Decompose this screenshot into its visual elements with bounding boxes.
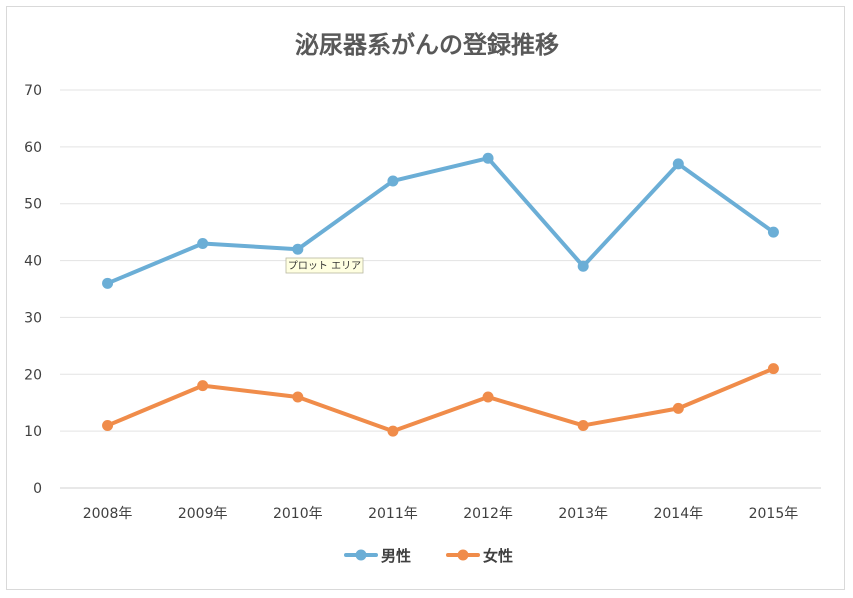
data-point[interactable] bbox=[292, 391, 304, 403]
series-2 bbox=[102, 363, 779, 437]
data-point[interactable] bbox=[672, 402, 684, 414]
legend-swatch-marker bbox=[355, 549, 367, 561]
data-point[interactable] bbox=[577, 260, 589, 272]
data-point[interactable] bbox=[672, 158, 684, 170]
gridlines bbox=[60, 89, 821, 489]
chart-title: 泌尿器系がんの登録推移 bbox=[295, 31, 559, 59]
chart-frame bbox=[6, 6, 845, 590]
x-tick-label: 2014年 bbox=[653, 506, 703, 522]
y-tick-label: 70 bbox=[24, 83, 42, 99]
legend-item[interactable]: 男性 bbox=[344, 547, 411, 565]
plot-area-tooltip: プロット エリア bbox=[285, 257, 364, 274]
legend-label: 女性 bbox=[483, 547, 513, 565]
series-line bbox=[105, 156, 776, 286]
data-point[interactable] bbox=[577, 419, 589, 431]
data-point[interactable] bbox=[482, 391, 494, 403]
x-tick-label: 2011年 bbox=[368, 506, 418, 522]
y-axis-ticks: 0 10 20 30 40 50 60 70 bbox=[24, 83, 42, 497]
x-tick-label: 2015年 bbox=[749, 506, 799, 522]
y-tick-label: 30 bbox=[24, 310, 42, 326]
data-point[interactable] bbox=[387, 425, 399, 437]
data-point[interactable] bbox=[197, 380, 209, 392]
data-point[interactable] bbox=[197, 238, 209, 250]
data-point[interactable] bbox=[767, 226, 779, 238]
data-point[interactable] bbox=[767, 363, 779, 375]
y-tick-label: 0 bbox=[33, 481, 42, 497]
x-tick-label: 2008年 bbox=[83, 506, 133, 522]
data-point[interactable] bbox=[102, 419, 114, 431]
data-point[interactable] bbox=[292, 243, 304, 255]
legend-label: 男性 bbox=[381, 547, 411, 565]
y-tick-label: 10 bbox=[24, 424, 42, 440]
legend-item[interactable]: 女性 bbox=[446, 547, 513, 565]
x-tick-label: 2009年 bbox=[178, 506, 228, 522]
y-tick-label: 60 bbox=[24, 140, 42, 156]
series-group bbox=[102, 152, 779, 437]
legend-swatch-marker bbox=[457, 549, 469, 561]
x-tick-label: 2010年 bbox=[273, 506, 323, 522]
series-line bbox=[105, 366, 776, 434]
data-point[interactable] bbox=[482, 152, 494, 164]
y-tick-label: 50 bbox=[24, 197, 42, 213]
series-1 bbox=[102, 152, 779, 289]
x-axis-ticks: 2008年 2009年 2010年 2011年 2012年 2013年 2014年 2015年 bbox=[83, 506, 799, 522]
tooltip-box bbox=[285, 257, 364, 274]
y-tick-label: 40 bbox=[24, 254, 42, 270]
legend: 男性 女性 bbox=[344, 547, 513, 565]
data-point[interactable] bbox=[102, 277, 114, 289]
y-tick-label: 20 bbox=[24, 367, 42, 383]
tooltip-text: プロット エリア bbox=[288, 260, 361, 272]
data-point[interactable] bbox=[387, 175, 399, 187]
x-tick-label: 2012年 bbox=[463, 506, 513, 522]
x-tick-label: 2013年 bbox=[558, 506, 608, 522]
